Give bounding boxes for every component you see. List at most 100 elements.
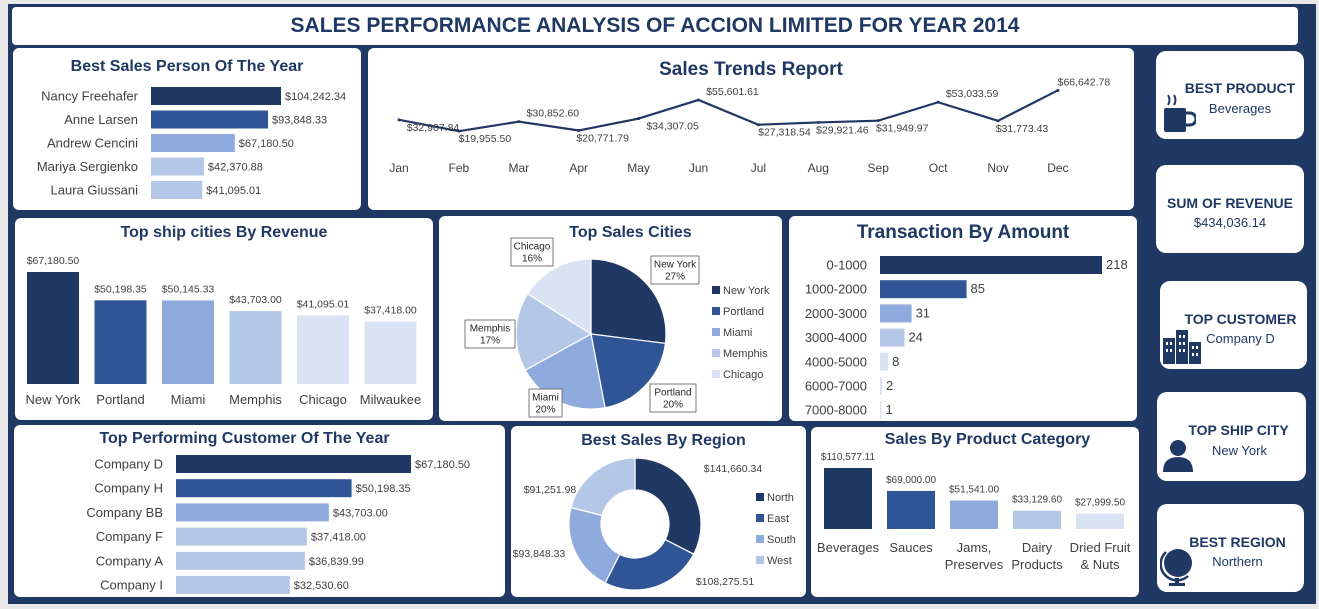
customers-category-label: Company D [94, 457, 163, 472]
salescities-callout-box [649, 383, 697, 413]
salescities-slice-1 [590, 333, 667, 409]
salesperson-data-label: $67,180.50 [239, 138, 294, 150]
trend-point [517, 120, 521, 124]
category-data-label: $27,999.50 [1075, 498, 1125, 509]
region-data-label: $108,275.51 [696, 576, 755, 588]
salescities-legend-swatch [712, 286, 720, 294]
chart-title-region: Best Sales By Region [581, 432, 746, 449]
trend-data-label: $19,955.50 [459, 133, 512, 145]
salesperson-data-label: $41,095.01 [206, 185, 261, 197]
transactions-bar-2 [880, 304, 912, 323]
customers-data-label: $50,198.35 [356, 483, 411, 495]
salescities-data-label: 27% [665, 272, 685, 283]
salescities-data-label: 20% [535, 405, 555, 416]
salescities-legend-label: Chicago [723, 369, 763, 381]
kpi-value: $434,036.14 [1193, 215, 1267, 230]
trend-point [397, 118, 401, 122]
transactions-data-label: 85 [971, 281, 985, 296]
salescities-slice-4 [526, 258, 592, 336]
kpi-top-ship-city: TOP SHIP CITY New York [1157, 392, 1306, 481]
trend-x-tick-label: Jan [389, 161, 408, 175]
region-slice-3 [570, 457, 636, 517]
trend-data-label: $66,642.78 [1058, 76, 1111, 88]
category-category-label: Dairy [1022, 540, 1053, 555]
panel-shipcities: Top ship cities By Revenue $67,180.50 New… [15, 218, 433, 420]
category-bar-1 [887, 490, 935, 529]
trend-data-label: $34,307.05 [646, 121, 699, 133]
chart-trend: $32,907.84 Jan $19,955.50 Feb $30,852.60 Mar $… [389, 76, 1111, 175]
trend-data-label: $20,771.79 [576, 132, 629, 144]
trend-data-label: $31,949.97 [876, 123, 929, 135]
salesperson-category-label: Laura Giussani [51, 183, 139, 198]
trend-x-tick-label: Mar [508, 161, 529, 175]
coffee-mug-icon [1164, 94, 1196, 132]
customers-data-label: $43,703.00 [333, 507, 388, 519]
category-data-label: $110,577.11 [821, 452, 876, 463]
salescities-callout-box [528, 388, 563, 418]
transactions-category-label: 1000-2000 [805, 282, 867, 297]
shipcities-bar-0 [27, 272, 79, 384]
panel-region: Best Sales By Region $141,660.34 $108,275… [511, 426, 806, 597]
chart-title-trend: Sales Trends Report [659, 59, 843, 80]
trend-point [457, 129, 461, 133]
region-data-label: $91,251.98 [524, 484, 577, 496]
shipcities-category-label: Memphis [229, 392, 282, 407]
panel-salesperson: Best Sales Person Of The Year Nancy Free… [13, 48, 361, 210]
panel-salescities: Top Sales Cities New York 27% Portland 20% M… [439, 216, 782, 421]
trend-data-label: $55,601.61 [706, 86, 759, 98]
customers-bar-1 [176, 479, 352, 498]
buildings-icon [1163, 330, 1201, 364]
transactions-data-label: 2 [886, 378, 893, 393]
category-bar-0 [824, 468, 872, 529]
kpi-sum-revenue: SUM OF REVENUE $434,036.14 [1156, 165, 1304, 253]
title-bar: SALES PERFORMANCE ANALYSIS OF ACCION LIM… [12, 7, 1298, 45]
salescities-legend-label: Memphis [723, 348, 768, 360]
transactions-data-label: 8 [892, 354, 899, 369]
globe-icon [1160, 549, 1192, 586]
salesperson-category-label: Anne Larsen [64, 112, 138, 127]
trend-x-tick-label: Feb [449, 161, 470, 175]
transactions-category-label: 4000-5000 [805, 354, 867, 369]
salescities-data-label: Miami [532, 393, 559, 404]
trend-point [577, 128, 581, 132]
trend-x-tick-label: Apr [569, 161, 588, 175]
salesperson-bar-4 [151, 181, 203, 199]
customers-bar-2 [176, 503, 329, 522]
region-legend-label: East [767, 513, 789, 525]
trend-point [1056, 88, 1060, 92]
category-category-label: & Nuts [1080, 557, 1120, 572]
transactions-data-label: 31 [916, 305, 930, 320]
kpi-value: Northern [1212, 554, 1263, 569]
trend-series-line [398, 89, 1059, 133]
customers-category-label: Company BB [86, 505, 163, 520]
salesperson-data-label: $104,242.34 [285, 91, 346, 103]
region-data-label: $141,660.34 [704, 463, 763, 475]
transactions-category-label: 3000-4000 [805, 330, 867, 345]
panel-trend: Sales Trends Report $32,907.84 Jan $19,955… [368, 48, 1134, 210]
category-category-label: Jams, [957, 540, 992, 555]
shipcities-category-label: Milwaukee [360, 392, 421, 407]
trend-x-tick-label: Dec [1047, 161, 1068, 175]
transactions-data-label: 24 [908, 330, 922, 345]
transactions-category-label: 2000-3000 [805, 306, 867, 321]
region-legend-label: South [767, 534, 796, 546]
salescities-slice-3 [515, 292, 593, 371]
salescities-data-label: 17% [480, 336, 500, 347]
trend-data-label: $32,907.84 [407, 122, 460, 134]
region-legend-swatch [756, 556, 764, 564]
customers-data-label: $36,839.99 [309, 556, 364, 568]
salesperson-bar-3 [151, 157, 204, 176]
salesperson-data-label: $42,370.88 [208, 162, 263, 174]
category-category-label: Dried Fruit [1070, 540, 1131, 555]
shipcities-category-label: New York [26, 392, 81, 407]
chart-title-salesperson: Best Sales Person Of The Year [70, 58, 304, 75]
chart-category: $110,577.11 Beverages $69,000.00 Sauces $51,… [817, 452, 1131, 572]
customers-category-label: Company I [100, 578, 163, 593]
kpi-value: New York [1212, 443, 1267, 458]
region-legend-label: North [767, 492, 794, 504]
kpi-best-region: BEST REGION Northern [1157, 504, 1304, 592]
shipcities-category-label: Chicago [299, 392, 347, 407]
chart-title-salescities: Top Sales Cities [569, 224, 692, 241]
salescities-legend-label: Miami [723, 327, 752, 339]
